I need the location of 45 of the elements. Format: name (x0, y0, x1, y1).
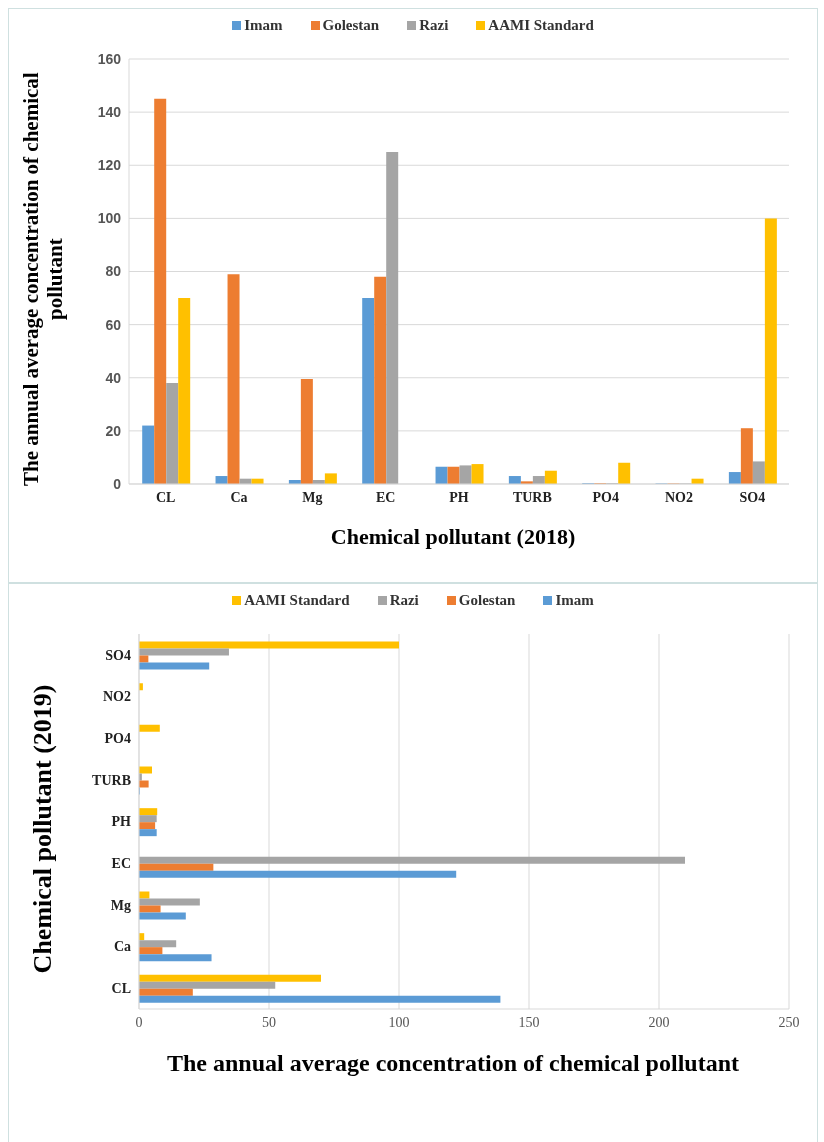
y-tick-label: 100 (97, 210, 122, 227)
x-tick-label: 200 (648, 1014, 670, 1030)
x-tick-label: 150 (518, 1014, 540, 1030)
x-tick-label: 100 (388, 1014, 410, 1030)
x-tick-label: Mg (302, 489, 323, 505)
y-tick-label: EC (111, 856, 131, 872)
y-axis-title: The annual average concentration of chemical pollutant (18, 71, 68, 488)
y-tick-label: 120 (97, 157, 122, 174)
legend-label: AAMI Standard (488, 17, 594, 34)
x-tick-label: 0 (135, 1014, 143, 1030)
x-tick-label: Ca (230, 489, 248, 505)
legend-label: Golestan (458, 592, 516, 609)
x-tick-label: PO4 (592, 489, 619, 505)
y-tick-label: 80 (105, 263, 122, 280)
legend-label: Imam (555, 592, 594, 609)
y-axis-title: Chemical pollutant (2019) (28, 683, 58, 976)
legend-label: Imam (244, 17, 283, 34)
x-tick-label: 50 (262, 1014, 276, 1030)
y-tick-label: 0 (113, 475, 122, 492)
y-tick-label: NO2 (103, 689, 131, 705)
y-tick-label: TURB (92, 772, 131, 788)
y-tick-label: 160 (97, 50, 122, 67)
x-tick-label: TURB (512, 489, 552, 505)
x-tick-label: CL (155, 489, 176, 505)
legend-label: Razi (389, 592, 419, 609)
x-tick-label: SO4 (739, 489, 766, 505)
y-tick-label: PH (111, 814, 132, 830)
y-tick-label: CL (111, 981, 131, 997)
y-tick-label: 140 (97, 104, 122, 121)
legend-label: AAMI Standard (244, 592, 350, 609)
y-tick-label: Mg (110, 897, 131, 913)
y-tick-label: 40 (105, 369, 122, 386)
x-tick-label: 250 (778, 1014, 800, 1030)
y-tick-label: Ca (113, 939, 131, 955)
y-tick-label: PO4 (104, 731, 131, 747)
x-axis-title: Chemical pollutant (2018) (329, 524, 577, 551)
y-tick-label: 20 (105, 422, 122, 439)
x-tick-label: PH (449, 489, 469, 505)
x-tick-label: NO2 (665, 489, 693, 505)
y-tick-label: 60 (105, 316, 122, 333)
y-tick-label: SO4 (105, 647, 131, 663)
x-tick-label: EC (375, 489, 396, 505)
legend-label: Razi (419, 17, 449, 34)
x-axis-title: The annual average concentration of chemical pollutant (166, 1049, 740, 1078)
legend-label: Golestan (322, 17, 380, 34)
